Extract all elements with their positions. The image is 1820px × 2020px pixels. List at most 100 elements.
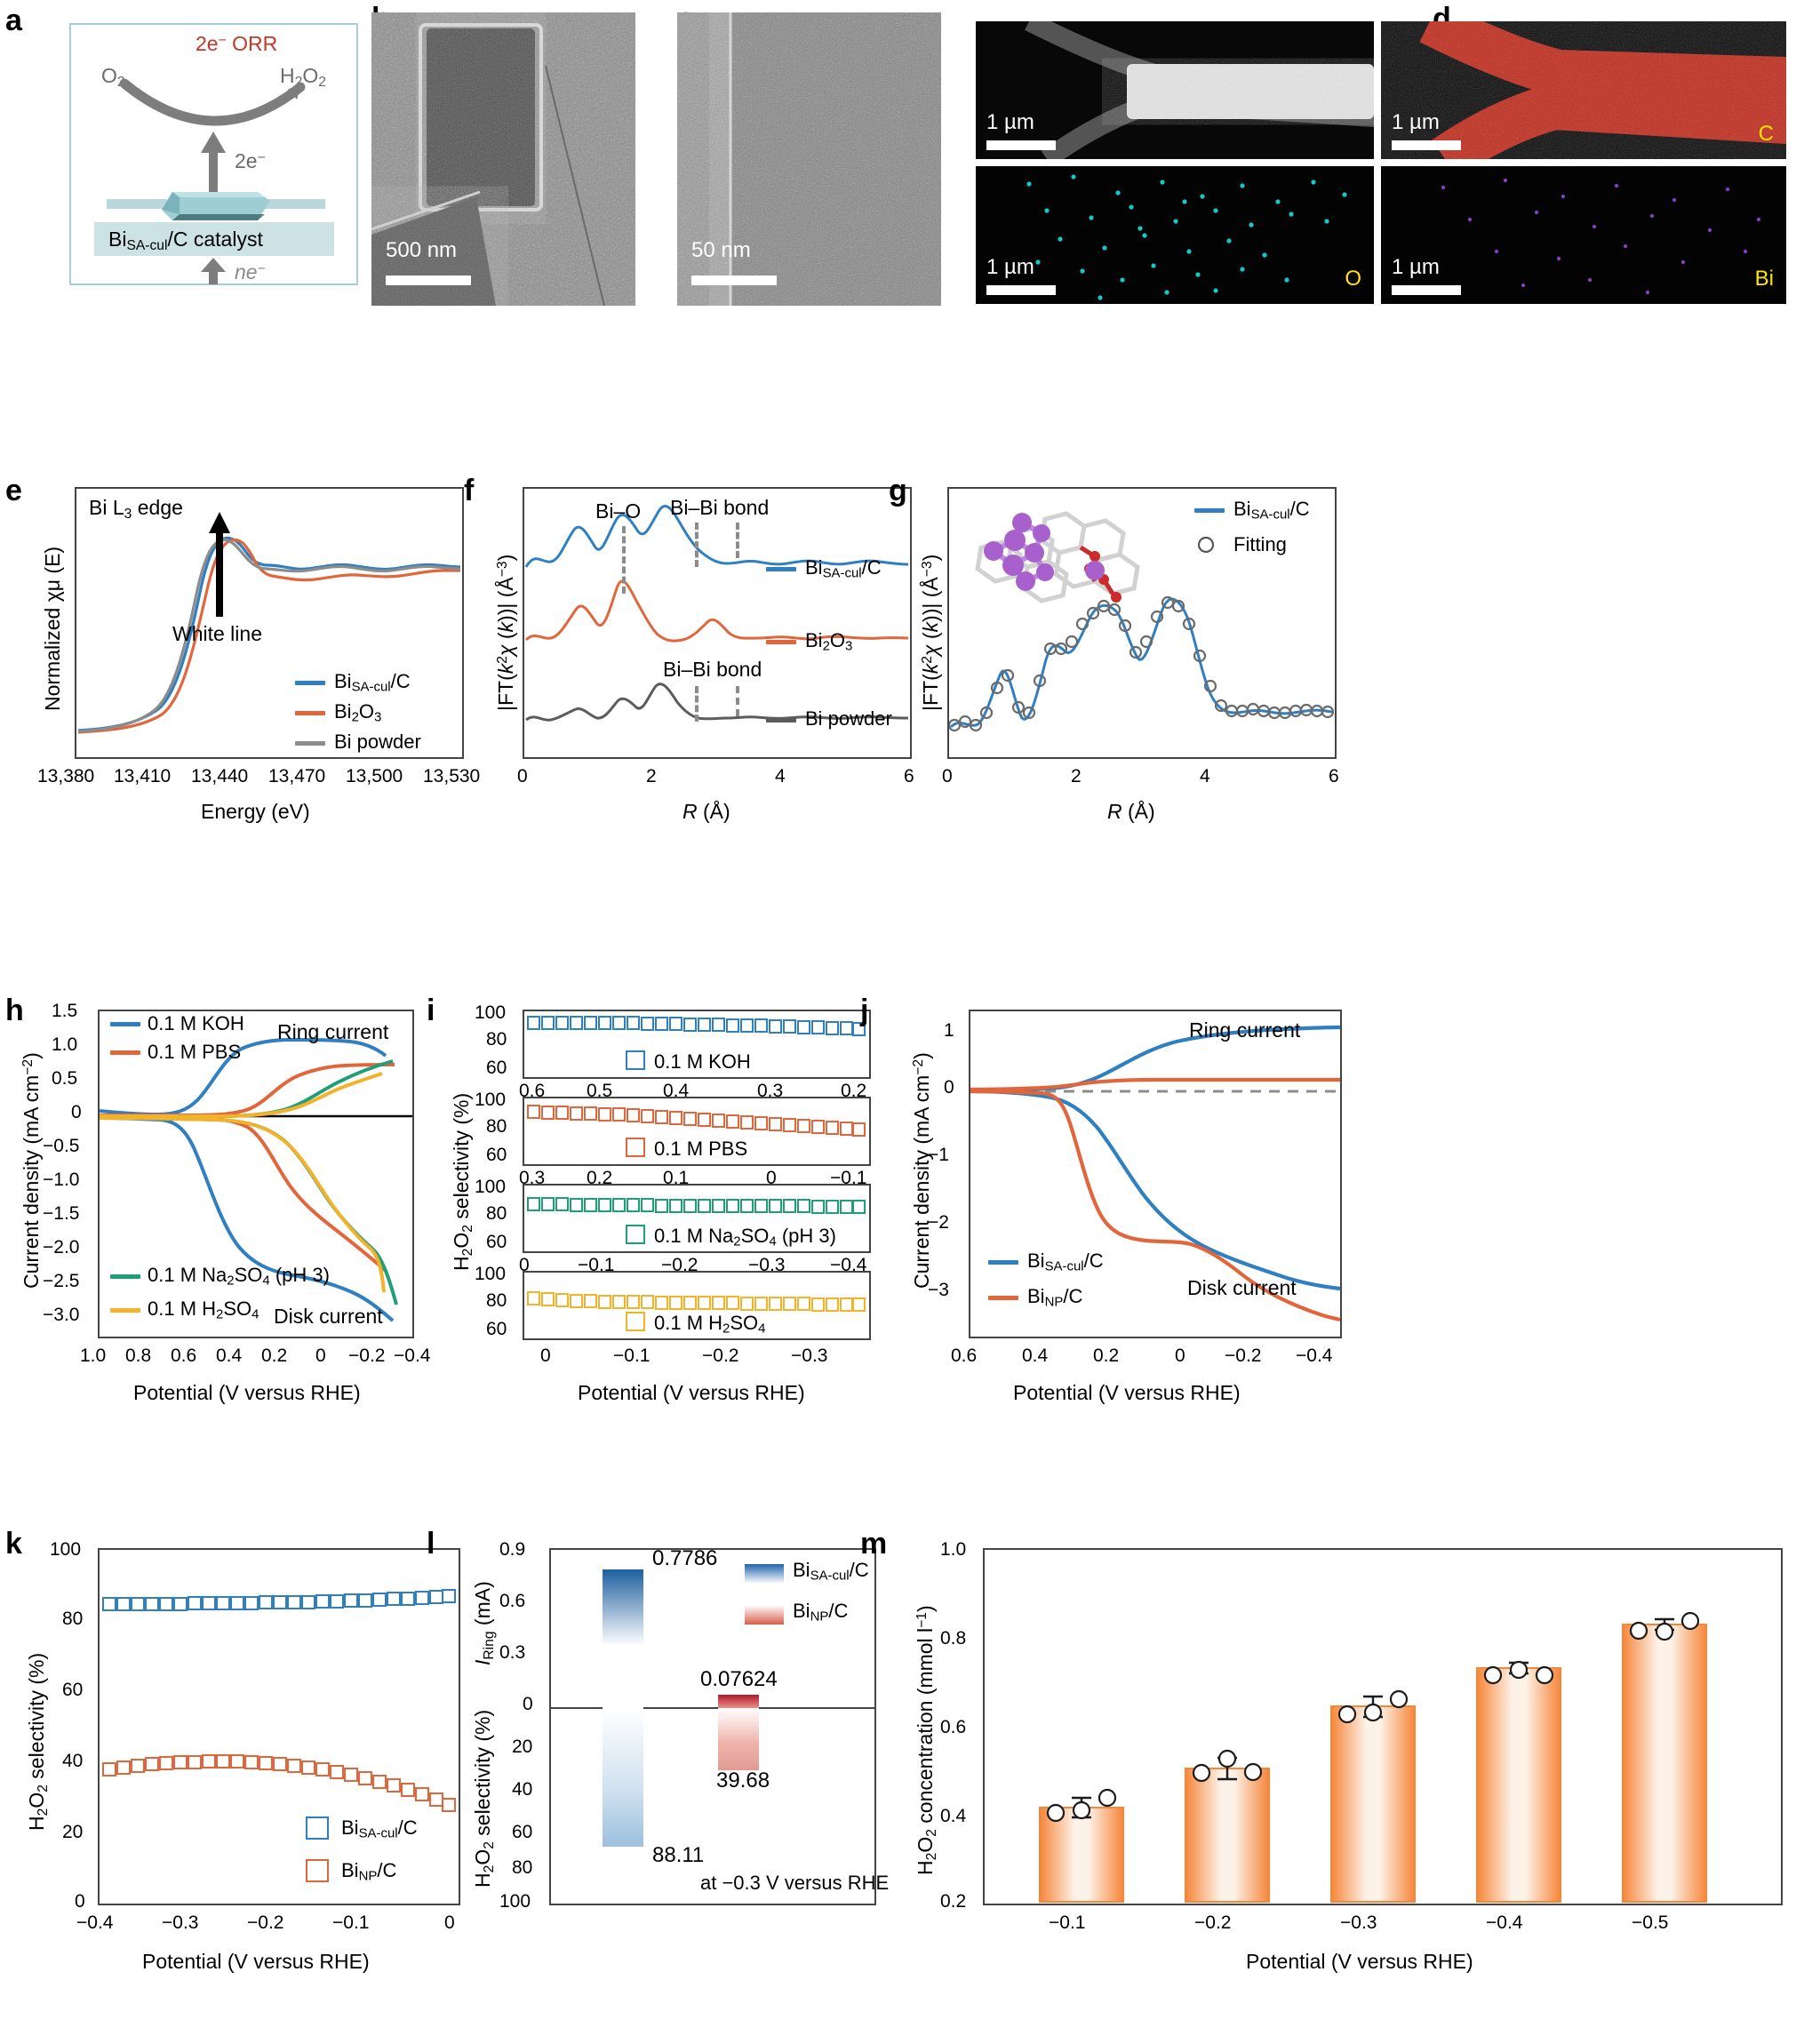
- panel-l-ytick-b2: 60: [512, 1822, 533, 1842]
- panel-h-xtick-0: 1.0: [80, 1345, 107, 1366]
- panel-k-ytick-5: 0: [75, 1891, 85, 1912]
- annotation-bi-o: Bi–O: [595, 499, 642, 523]
- eds-tile-carbon: 1 µm C: [1381, 21, 1786, 159]
- legend-marker-bi-np-k: [306, 1859, 329, 1882]
- panel-i-sub-koh: 0.1 M KOH: [523, 1010, 871, 1079]
- panel-l-ytick-t1: 0.6: [499, 1591, 526, 1611]
- panel-label-m: m: [860, 1527, 888, 1561]
- panel-k-ytick-2: 60: [62, 1680, 84, 1700]
- scalebar-label-d2: 1 µm: [1392, 110, 1440, 134]
- panel-label-g: g: [889, 474, 907, 507]
- panel-j-ytick-2: −1: [928, 1145, 949, 1165]
- panel-i-s2-xtick-0: 0.3: [519, 1168, 546, 1188]
- panel-m-ytick-0: 1.0: [940, 1539, 967, 1560]
- legend-marker-koh-i: [626, 1050, 645, 1070]
- panel-i-s4-xtick-3: −0.3: [791, 1345, 828, 1366]
- panel-i-s2-ytick-100: 100: [475, 1090, 507, 1110]
- panel-m-xtick-4: −0.5: [1632, 1912, 1669, 1933]
- product-h2o2: H2O2: [280, 64, 326, 90]
- panel-l-ytick-t0: 0.9: [499, 1539, 526, 1560]
- panel-i-s2-xtick-4: −0.1: [830, 1168, 867, 1188]
- legend-label-bi-np-j: BiNP/C: [1027, 1285, 1083, 1310]
- panel-i-s1-ytick-60: 60: [486, 1058, 507, 1078]
- panel-h-xtick-2: 0.6: [171, 1345, 197, 1366]
- panel-e-xtick-3: 13,470: [268, 766, 326, 786]
- nanorod-icon: [162, 192, 270, 220]
- legend-swatch-pbs-h: [110, 1050, 140, 1055]
- panel-i-s1-xtick-3: 0.3: [757, 1081, 784, 1101]
- panel-f-plot: Bi–O Bi–Bi bond Bi–Bi bond BiSA-cul/C Bi…: [523, 487, 912, 759]
- legend-label-bi-powder-f: Bi powder: [805, 707, 892, 730]
- element-label-o: O: [1345, 267, 1361, 291]
- panel-k-xlabel: Potential (V versus RHE): [142, 1950, 370, 1973]
- panel-h-ytick-7: −2.0: [43, 1237, 80, 1258]
- white-line-arrow-icon: [209, 512, 230, 617]
- panel-h-ytick-5: −1.0: [43, 1170, 80, 1190]
- legend-swatch-bi-sa-j: [988, 1260, 1018, 1265]
- panel-i-s4-xtick-0: 0: [540, 1345, 551, 1366]
- panel-h-xtick-4: 0.2: [261, 1345, 288, 1366]
- legend-swatch-bi-sa-f: [766, 567, 796, 571]
- panel-g-xtick-3: 6: [1329, 766, 1339, 786]
- panel-d-eds-grid: 1 µm 1 µm C: [976, 21, 1786, 306]
- panel-label-k: k: [5, 1527, 22, 1561]
- annotation-ring-current-h: Ring current: [277, 1020, 389, 1043]
- guide-bi-bi-2: [736, 523, 739, 558]
- scalebar-d1: [986, 140, 1056, 150]
- panel-i-s2-ytick-60: 60: [486, 1145, 507, 1165]
- eds-tile-oxygen: 1 µm O: [976, 166, 1374, 304]
- panel-m-xtick-0: −0.1: [1049, 1912, 1086, 1933]
- panel-h-ytick-0: 1.5: [52, 1001, 78, 1021]
- panel-i-sub-na2so4: 0.1 M Na2SO4 (pH 3): [523, 1184, 871, 1253]
- panel-f-xlabel: R (Å): [682, 800, 730, 823]
- panel-i-stack: 0.1 M KOH 0.1 M PBS: [523, 1010, 871, 1340]
- legend-swatch-bi-sa-e: [295, 681, 325, 685]
- element-label-c: C: [1758, 122, 1774, 146]
- panel-g-ylabel: |FT(k2χ (k))| (Å−3): [919, 554, 942, 711]
- panel-i-s3-xtick-0: 0: [519, 1255, 530, 1275]
- panel-l-ytick-t2: 0.3: [499, 1642, 526, 1663]
- panel-h-ytick-2: 0.5: [52, 1068, 78, 1089]
- electron-count-bottom: ne−: [235, 260, 266, 283]
- panel-i-xlabel: Potential (V versus RHE): [578, 1381, 805, 1404]
- panel-e-xtick-0: 13,380: [37, 766, 95, 786]
- legend-swatch-bi-sa-g: [1194, 508, 1225, 513]
- panel-i-s4-ytick-100: 100: [475, 1264, 507, 1284]
- legend-label-bi2o3-e: Bi2O3: [334, 700, 382, 725]
- panel-j-xtick-3: 0: [1175, 1345, 1185, 1366]
- scalebar-d3: [986, 285, 1056, 295]
- panel-f-xtick-0: 0: [517, 766, 528, 786]
- catalyst-layer: [94, 222, 334, 256]
- reaction-arc-icon: [119, 78, 306, 126]
- panel-k-ylabel: H2O2 selectivity (%): [25, 1652, 51, 1831]
- panel-label-h: h: [5, 994, 24, 1027]
- panel-a-schematic: 2e− ORR O2 H2O2 2e− BiSA-cul/C catalyst …: [69, 23, 358, 285]
- panel-m-ylabel: H2O2 concentration (mmol l−1): [914, 1605, 939, 1875]
- scalebar-d4: [1392, 285, 1461, 295]
- panel-g-xtick-1: 2: [1071, 766, 1082, 786]
- panel-h-ytick-4: −0.5: [43, 1136, 80, 1156]
- panel-j-xtick-0: 0.6: [951, 1345, 978, 1366]
- legend-marker-pbs-i: [626, 1138, 645, 1157]
- scalebar-label-c: 50 nm: [691, 238, 751, 262]
- legend-swatch-h2so4-h: [110, 1308, 140, 1313]
- panel-j-ylabel: Current density (mA cm−2): [910, 1052, 933, 1289]
- panel-h-xlabel: Potential (V versus RHE): [133, 1381, 361, 1404]
- annotation-bi-bi-bottom: Bi–Bi bond: [663, 658, 762, 681]
- panel-g-xtick-2: 4: [1200, 766, 1210, 786]
- panel-m-xtick-2: −0.3: [1340, 1912, 1377, 1933]
- panel-k-ytick-1: 80: [62, 1609, 84, 1629]
- legend-marker-fitting-icon: [1197, 536, 1215, 554]
- legend-swatch-bi-np-j: [988, 1296, 1018, 1300]
- legend-label-pbs-i: 0.1 M PBS: [654, 1138, 748, 1160]
- panel-l-ytick-b0: 20: [512, 1737, 533, 1757]
- condition-note-l: at −0.3 V versus RHE: [700, 1872, 890, 1894]
- panel-i-s1-xtick-2: 0.4: [663, 1081, 690, 1101]
- element-label-bi: Bi: [1754, 267, 1774, 291]
- panel-i-s1-xtick-4: 0.2: [841, 1081, 867, 1101]
- panel-j-ytick-4: −3: [928, 1280, 949, 1300]
- scalebar-d2: [1392, 140, 1461, 150]
- legend-label-bi-sa-f: BiSA-cul/C: [805, 556, 882, 581]
- panel-f-xtick-3: 6: [904, 766, 914, 786]
- panel-j-xtick-5: −0.4: [1296, 1345, 1333, 1366]
